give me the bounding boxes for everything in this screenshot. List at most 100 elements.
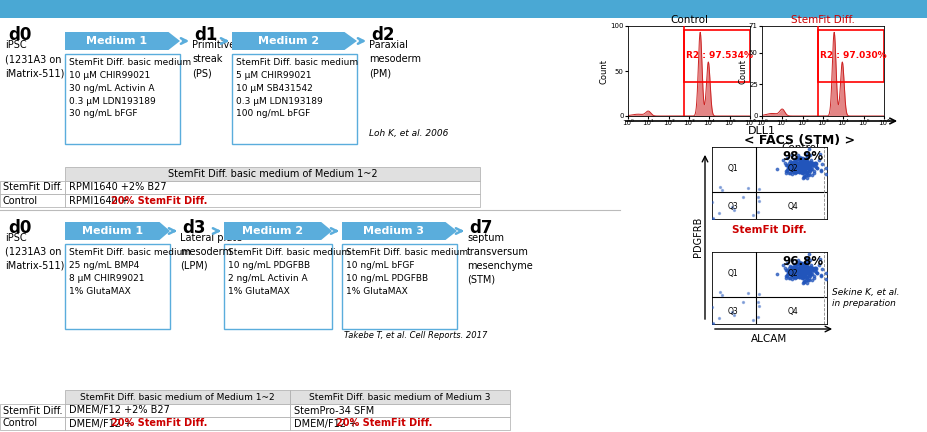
Point: [794, 155, 808, 162]
Point: [801, 266, 816, 273]
Point: [797, 268, 812, 275]
Bar: [0, 181, 65, 194]
Bar: [0, 404, 65, 417]
Text: Lateral plate
mesoderm
(LPM): Lateral plate mesoderm (LPM): [180, 233, 242, 271]
Point: [794, 273, 808, 280]
Point: [795, 268, 810, 275]
Point: [769, 270, 784, 277]
Point: [787, 160, 802, 167]
Point: [786, 162, 801, 168]
Point: [724, 203, 739, 210]
Point: [788, 267, 803, 274]
Point: [804, 270, 819, 277]
Point: [798, 162, 813, 169]
Point: [788, 167, 803, 174]
Point: [794, 261, 809, 268]
Text: 20% StemFit Diff.: 20% StemFit Diff.: [336, 419, 432, 429]
Point: [796, 273, 811, 280]
Point: [794, 164, 808, 171]
Point: [715, 292, 730, 299]
Point: [806, 266, 821, 273]
Point: [800, 156, 815, 163]
Point: [794, 157, 808, 164]
Point: [793, 273, 807, 280]
Point: [799, 273, 814, 280]
Point: [798, 156, 813, 163]
Point: [808, 160, 823, 167]
Point: [735, 299, 750, 305]
Point: [794, 272, 808, 279]
Point: [797, 159, 812, 166]
Point: [798, 264, 813, 271]
Point: [788, 268, 803, 275]
Point: [781, 268, 795, 275]
Point: [783, 268, 798, 275]
Y-axis label: Count: Count: [600, 58, 609, 83]
Text: d7: d7: [469, 219, 492, 237]
Point: [791, 265, 806, 272]
Point: [713, 289, 728, 295]
Point: [796, 173, 811, 180]
Point: [783, 264, 798, 271]
Point: [705, 199, 719, 206]
Point: [792, 265, 806, 272]
Point: [779, 168, 794, 175]
Point: [735, 194, 750, 200]
Point: [751, 186, 766, 193]
Point: [794, 160, 808, 167]
Point: [805, 172, 819, 179]
Point: [780, 168, 794, 175]
Point: [798, 267, 813, 274]
Point: [797, 273, 812, 280]
Point: [780, 260, 794, 267]
Point: [796, 157, 811, 164]
Point: [789, 267, 804, 274]
Point: [790, 156, 805, 163]
Point: [791, 153, 806, 160]
Point: [810, 270, 825, 277]
Point: [794, 259, 808, 266]
Point: [797, 278, 812, 285]
Point: [784, 167, 799, 174]
Point: [795, 159, 810, 166]
Point: [802, 146, 817, 152]
Text: Q4: Q4: [787, 307, 798, 315]
Bar: [290, 417, 510, 430]
Bar: [65, 244, 170, 329]
Point: [795, 155, 810, 162]
Point: [809, 269, 824, 276]
Point: [784, 161, 799, 168]
Point: [782, 269, 797, 276]
Point: [801, 264, 816, 271]
Point: [784, 152, 799, 159]
Point: [799, 168, 814, 175]
Point: [791, 165, 806, 172]
Point: [780, 273, 794, 280]
Text: StemPro-34 SFM: StemPro-34 SFM: [294, 406, 375, 416]
Point: [783, 162, 798, 169]
Point: [806, 169, 821, 176]
Point: [794, 154, 808, 161]
Point: [781, 270, 795, 276]
Point: [789, 162, 804, 169]
Point: [787, 261, 802, 268]
Text: Q1: Q1: [728, 164, 738, 173]
Point: [781, 162, 796, 169]
Point: [784, 159, 799, 166]
Point: [795, 264, 810, 271]
Point: [798, 162, 813, 169]
Point: [788, 274, 803, 281]
Polygon shape: [232, 32, 357, 50]
Point: [782, 274, 797, 281]
Point: [800, 163, 815, 170]
Bar: [684, 30, 750, 82]
Point: [803, 267, 818, 274]
Point: [788, 163, 803, 170]
Text: DMEM/F12 +2% B27: DMEM/F12 +2% B27: [69, 406, 170, 416]
Point: [791, 257, 806, 264]
Text: Q1: Q1: [728, 269, 738, 278]
Point: [803, 256, 818, 263]
Bar: [290, 390, 510, 404]
Point: [791, 162, 806, 169]
Point: [785, 162, 800, 168]
